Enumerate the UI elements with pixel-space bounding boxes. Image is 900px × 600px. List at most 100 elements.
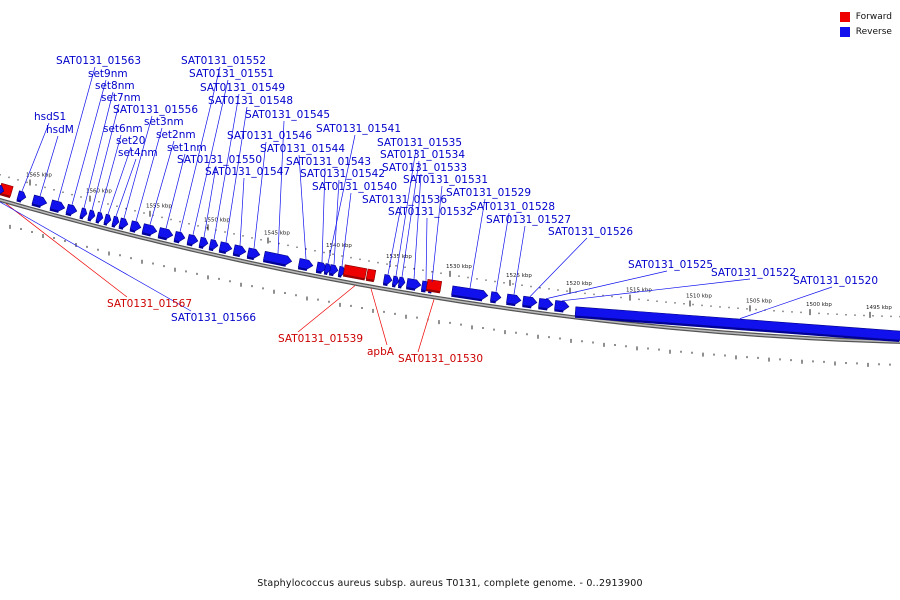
gene-arrow-shadow [420,289,426,293]
leader-line [225,106,248,243]
gene-sat0131-01543 [315,261,328,274]
gene-arrow-shadow [382,283,388,287]
gene-sat0131-01567 [0,182,14,199]
gene-label: SAT0131_01556 [113,104,198,116]
gene-label: SAT0131_01534 [380,149,465,161]
tick-label: 1505 kbp [746,298,772,304]
gene-label: set7nm [101,92,141,104]
gene-arrow-shadow [232,253,241,258]
gene-sat0131-01534 [397,276,406,289]
tick-label: 1500 kbp [806,302,832,308]
gene-arrow-shadow [337,275,342,278]
gene-set4nm [111,215,120,228]
gene-arrow-shadow [0,192,11,199]
leader-line [5,203,128,298]
gene-sat0131-01545 [262,250,293,267]
tick-label: 1555 kbp [146,204,172,210]
tick-label: 1545 kbp [264,230,290,236]
gene-arrow-shadow [342,274,365,281]
gene-arrow-shadow [103,222,108,226]
gene-arrow-shadow [79,216,84,220]
legend-label-reverse: Reverse [855,26,892,37]
gene-label: SAT0131_01550 [177,154,262,166]
gene-arrow-shadow [490,300,496,304]
tick-label: 1540 kbp [326,243,352,249]
gene-label: set9nm [88,68,128,80]
gene-arrow [49,199,66,212]
gene-sat0131-01525 [538,298,554,311]
gene-label: SAT0131_01531 [403,174,488,186]
gene-arrow-shadow [365,278,375,283]
leader-line [149,140,175,225]
gene-label: SAT0131_01542 [300,168,385,180]
gene-arrow [554,300,570,311]
gene-arrow-shadow [157,236,167,241]
tick-label: 1515 kbp [626,288,652,294]
gene-sat0131-01566 [0,184,5,195]
gene-arrow [297,258,314,270]
leader-line [417,299,435,353]
gene-arrow [365,268,377,281]
leader-line [179,66,221,233]
gene-label: hsdS1 [34,111,66,123]
gene-arrow [186,234,199,245]
gene-label: SAT0131_01567 [107,298,192,310]
genome-caption: Staphylococcus aureus subsp. aureus T013… [257,578,643,589]
gene-set20 [103,213,112,226]
gene-arrow [323,263,332,274]
gene-arrow [538,298,554,309]
backbone-highlight [0,199,900,343]
gene-set6nm [95,211,104,224]
gene-arrow [232,244,247,256]
gene-track [0,182,900,343]
leader-line [298,154,307,260]
gene-sat0131-01533 [406,278,422,291]
gene-label: SAT0131_01533 [382,162,467,174]
gene-set2nm [141,223,158,237]
gene-arrow-shadow [506,302,516,307]
gene-sat0131-01522 [554,300,570,313]
gene-label: SAT0131_01529 [446,187,531,199]
gene-arrow [157,227,174,239]
gene-label: SAT0131_01525 [628,259,713,271]
leader-line [239,177,245,246]
genome-backbone [0,197,900,344]
gene-arrow [328,264,339,275]
leader-line [469,198,486,289]
gene-sat0131-01541 [323,263,332,275]
gene-arrow-shadow [538,307,548,311]
gene-sat0131-01550 [198,236,209,249]
gene-sat0131-01544 [297,258,314,272]
gene-sat0131-01520 [574,306,900,343]
leader-line [213,93,240,240]
gene-arrow [141,223,158,235]
gene-arrow-shadow [198,245,204,249]
gene-arrow-shadow [554,309,564,313]
gene-arrow-shadow [95,220,100,224]
gene-label: SAT0131_01549 [200,82,285,94]
reverse-swatch [839,26,850,37]
leader-line [277,120,285,254]
leader-line [425,217,428,282]
tick-label: 1525 kbp [506,273,532,279]
leader-line [401,160,420,278]
gene-arrow-shadow [49,208,59,213]
leader-line [431,185,443,283]
gene-arrow-shadow [328,273,334,277]
gene-arrow-shadow [397,285,402,289]
gene-arrow-shadow [16,199,22,203]
gene-label: SAT0131_01528 [470,201,555,213]
gene-label: set2nm [156,129,196,141]
gene-arrow [574,306,900,341]
gene-sat0131-01535 [391,275,400,288]
gene-label: set8nm [95,80,135,92]
gene-arrow-shadow [186,243,193,247]
gene-arrow [218,241,233,253]
gene-arrow [425,278,443,292]
gene-label: SAT0131_01535 [377,137,462,149]
gene-label: set20 [116,135,145,147]
gene-arrow-shadow [315,270,322,274]
leader-line [115,158,137,217]
gene-arrow-shadow [111,224,116,228]
